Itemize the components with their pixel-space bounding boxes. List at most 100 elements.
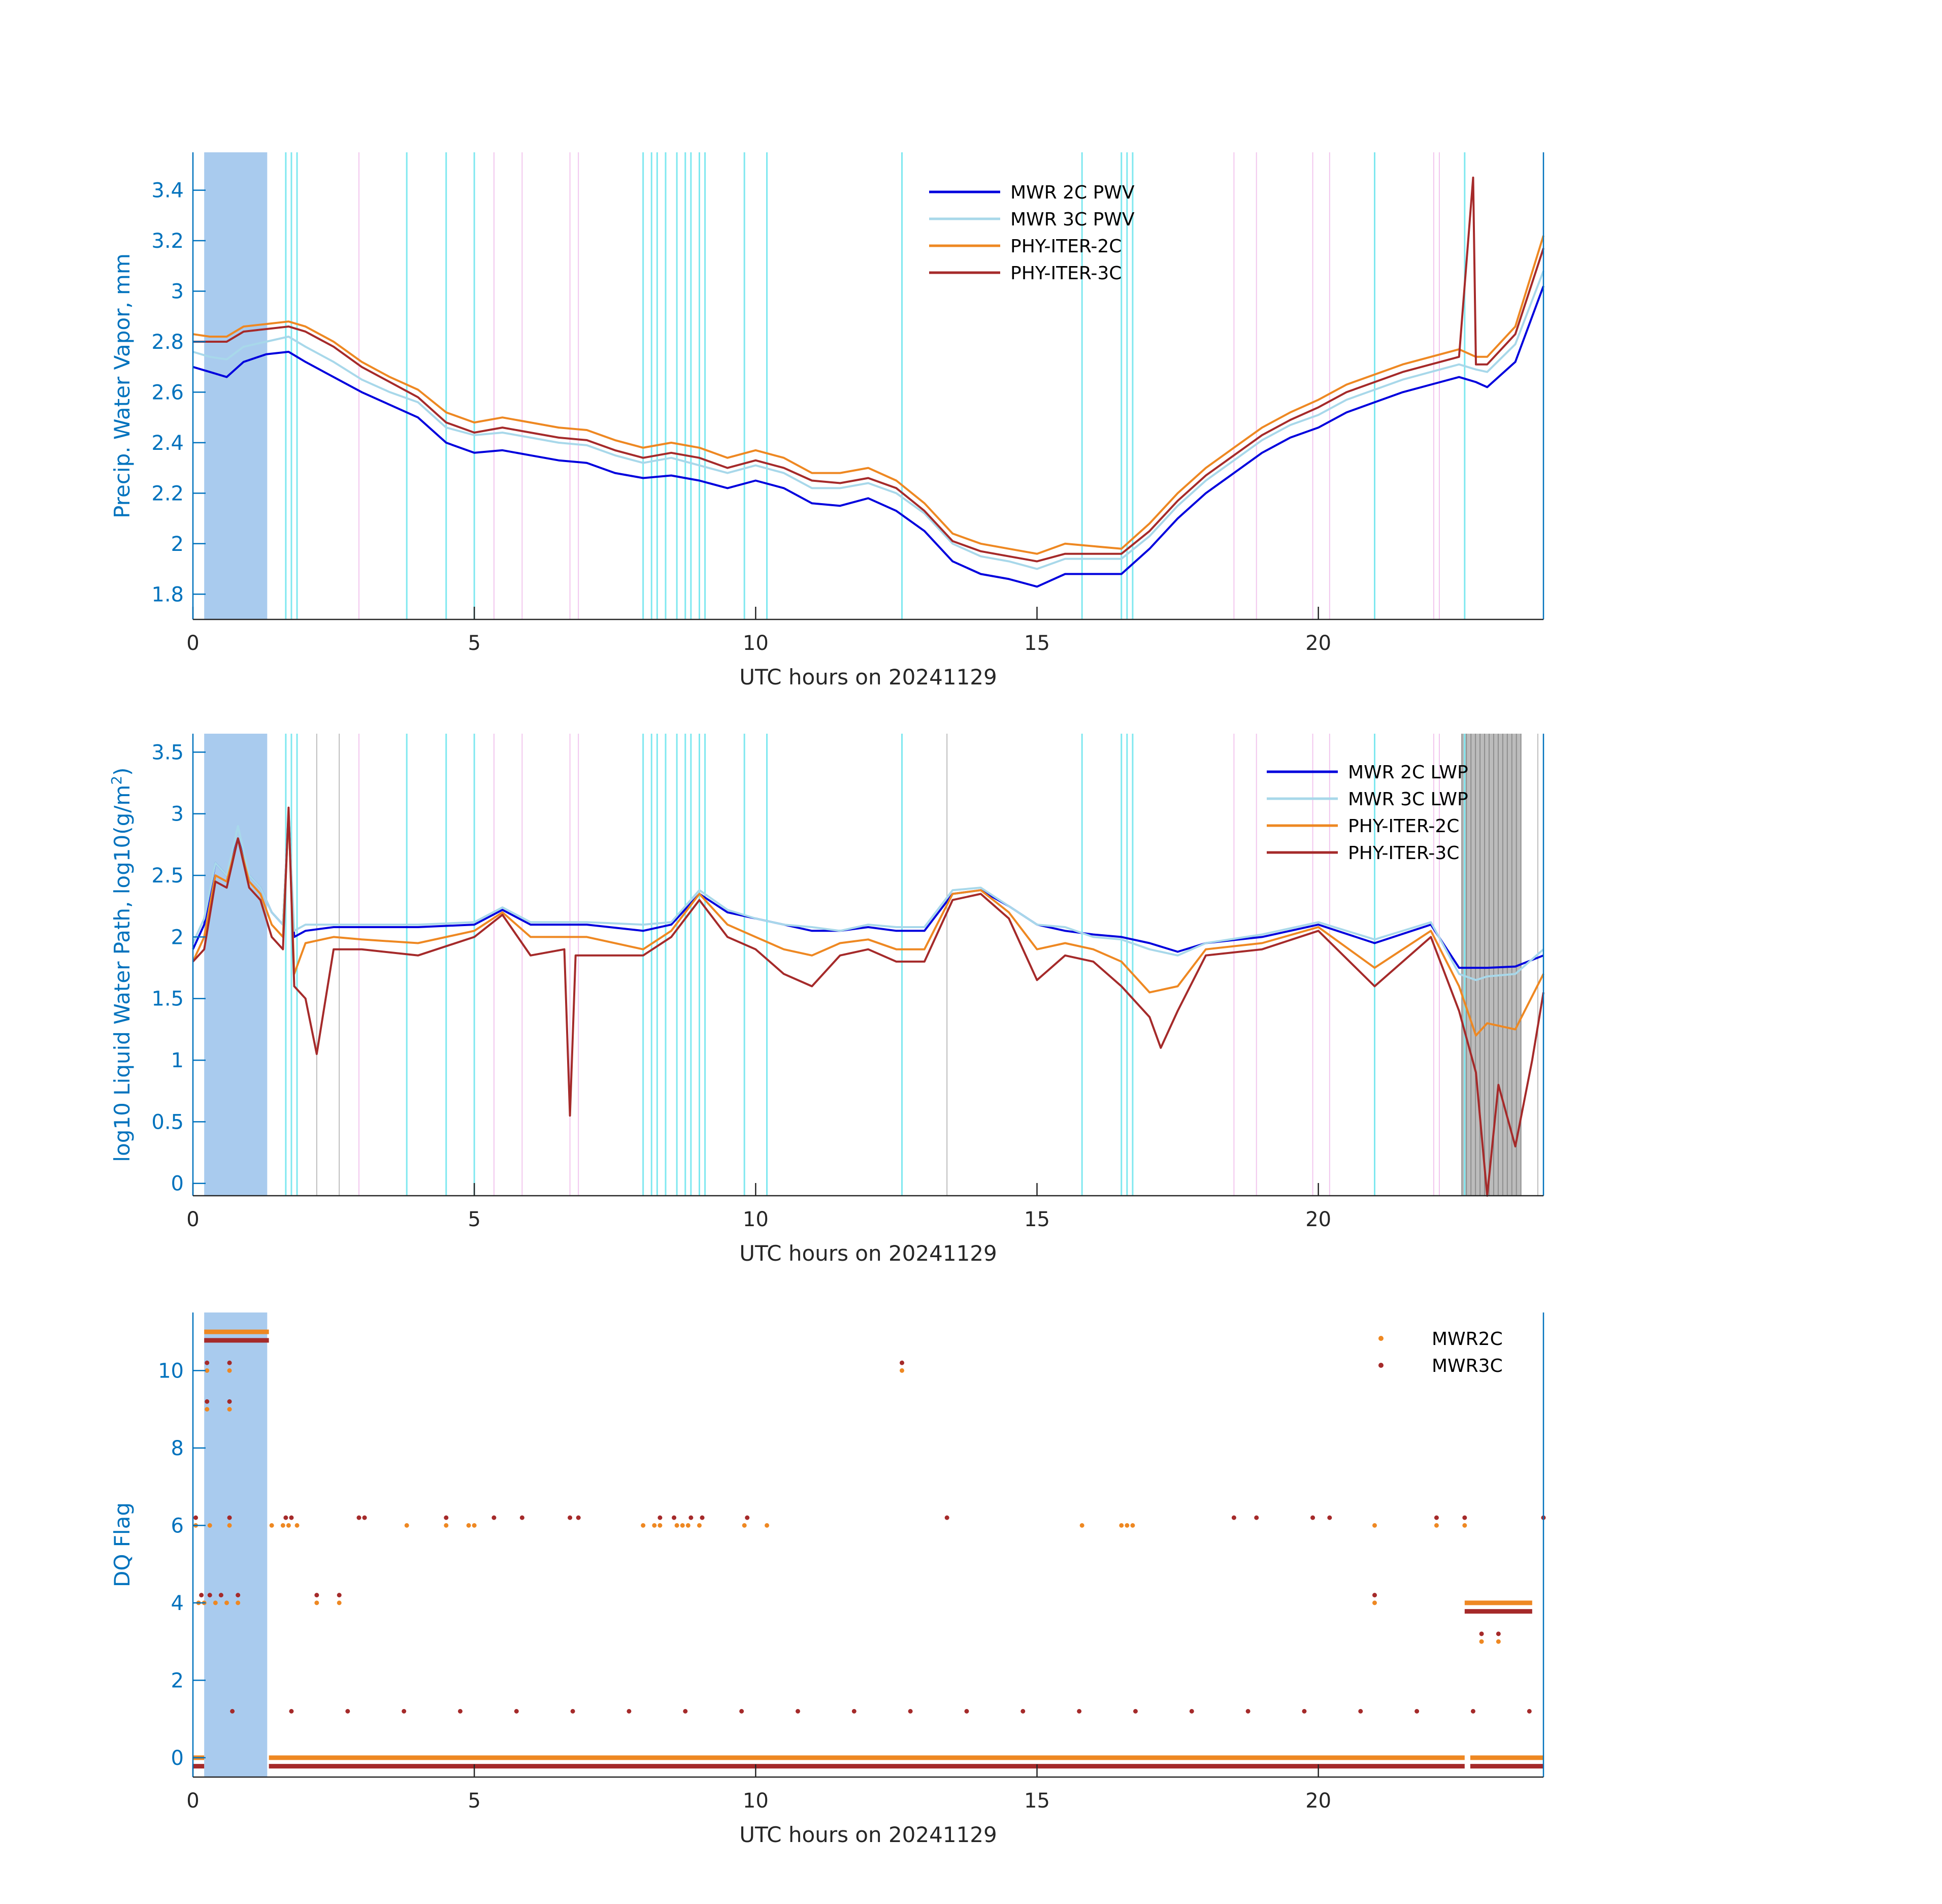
series-point-mwr2c	[466, 1523, 471, 1528]
series-point-mwr2c	[685, 1523, 690, 1528]
series-point-mwr3c	[289, 1515, 294, 1520]
series-point-mwr2c	[337, 1600, 342, 1605]
series-point-mwr2c	[1125, 1523, 1130, 1528]
series-point-mwr3c	[1133, 1709, 1138, 1714]
pwv-x-axis-title: UTC hours on 20241129	[739, 665, 997, 690]
series-point-mwr3c	[356, 1515, 361, 1520]
series-point-mwr2c	[1479, 1639, 1484, 1644]
x-tick-label: 5	[468, 632, 480, 655]
x-tick-label: 10	[743, 1789, 769, 1813]
y-tick-label: 2.8	[151, 331, 184, 354]
y-tick-label: 0	[171, 1747, 184, 1770]
series-point-mwr3c	[402, 1709, 407, 1714]
series-point-mwr2c	[742, 1523, 747, 1528]
series-line-phy-iter-3c	[193, 176, 1544, 563]
legend-label-phy-iter-3c-pwv: PHY-ITER-3C	[1010, 263, 1122, 284]
series-point-mwr2c	[1462, 1523, 1467, 1528]
y-tick-label: 2	[171, 533, 184, 556]
series-point-mwr3c	[236, 1593, 241, 1598]
legend-item-phy-iter-2c-pwv: PHY-ITER-2C	[929, 236, 1122, 257]
dq-shading	[204, 1312, 268, 1777]
series-point-mwr3c	[1496, 1631, 1501, 1636]
legend-label-mwr3c: MWR3C	[1432, 1356, 1503, 1376]
lwp-series	[192, 806, 1544, 1197]
series-point-mwr2c	[286, 1523, 291, 1528]
series-point-mwr2c	[213, 1600, 218, 1605]
series-point-mwr3c	[1310, 1515, 1315, 1520]
lwp-y-axis-title-main: log10 Liquid Water Path, log10(g/m	[110, 785, 135, 1162]
dq-flag-panel: 0 5 10 15 20 0 2 4 6 8 10 UTC hours on 20241129 D…	[110, 1312, 1546, 1847]
y-tick-label: 2.6	[151, 381, 184, 404]
legend-label-mwr-3c-lwp: MWR 3C LWP	[1348, 789, 1468, 810]
series-point-mwr3c	[1231, 1515, 1236, 1520]
series-point-mwr2c	[294, 1523, 300, 1528]
series-point-mwr2c	[657, 1523, 663, 1528]
series-point-mwr3c	[283, 1515, 288, 1520]
series-line-mwr-3c-pwv	[192, 270, 1544, 570]
series-point-mwr2c	[205, 1407, 210, 1412]
y-tick-label: 1	[171, 1049, 184, 1072]
series-point-mwr2c	[697, 1523, 702, 1528]
x-tick-label: 20	[1305, 1789, 1331, 1813]
pwv-series	[192, 176, 1544, 588]
series-point-mwr2c	[1434, 1523, 1439, 1528]
series-point-mwr3c	[362, 1515, 367, 1520]
y-tick-label: 0	[171, 1172, 184, 1196]
series-point-mwr3c	[1414, 1709, 1420, 1714]
pwv-shading	[204, 152, 1466, 619]
legend-marker-mwr3c	[1378, 1363, 1384, 1368]
series-point-mwr3c	[193, 1515, 199, 1520]
series-point-mwr3c	[900, 1360, 904, 1365]
pwv-x-ticks: 0 5 10 15 20	[186, 607, 1331, 655]
series-line-phy-iter-3c	[192, 806, 1544, 1197]
y-tick-label: 3	[171, 280, 184, 304]
series-point-mwr3c	[745, 1515, 750, 1520]
series-point-mwr3c	[739, 1709, 744, 1714]
series-point-mwr3c	[568, 1515, 573, 1520]
series-point-mwr2c	[900, 1368, 904, 1373]
legend-label-mwr2c: MWR2C	[1432, 1329, 1503, 1350]
series-point-mwr3c	[1479, 1631, 1484, 1636]
series-point-mwr3c	[491, 1515, 497, 1520]
legend-item-mwr-2c-pwv: MWR 2C PWV	[929, 182, 1135, 203]
series-point-mwr3c	[1462, 1515, 1467, 1520]
series-point-mwr2c	[224, 1600, 229, 1605]
dq-legend: MWR2C MWR3C	[1378, 1329, 1503, 1376]
series-point-mwr3c	[1358, 1709, 1363, 1714]
series-point-mwr2c	[404, 1523, 409, 1528]
series-point-mwr3c	[514, 1709, 519, 1714]
legend-item-phy-iter-2c-lwp: PHY-ITER-2C	[1267, 816, 1459, 837]
x-tick-label: 5	[468, 1789, 480, 1813]
series-point-mwr2c	[227, 1523, 232, 1528]
series-point-mwr2c	[680, 1523, 685, 1528]
series-point-mwr2c	[314, 1600, 319, 1605]
dq-x-ticks: 0 5 10 15 20	[186, 1764, 1331, 1813]
x-tick-label: 10	[743, 632, 769, 655]
series-point-mwr3c	[1470, 1709, 1475, 1714]
lwp-x-axis-title: UTC hours on 20241129	[739, 1241, 997, 1266]
series-point-mwr3c	[1527, 1709, 1532, 1714]
series-point-mwr3c	[1254, 1515, 1259, 1520]
series-point-mwr3c	[1434, 1515, 1439, 1520]
y-tick-label: 6	[171, 1514, 184, 1537]
lwp-y-ticks: 0 0.5 1 1.5 2 2.5 3 3.5	[151, 741, 206, 1196]
series-point-mwr2c	[236, 1600, 241, 1605]
series-point-mwr3c	[683, 1709, 688, 1714]
series-point-mwr3c	[688, 1515, 694, 1520]
legend-label-mwr-3c-pwv: MWR 3C PWV	[1010, 209, 1135, 230]
series-point-mwr3c	[672, 1515, 677, 1520]
series-point-mwr3c	[1021, 1709, 1026, 1714]
y-tick-label: 1.5	[151, 988, 184, 1011]
series-point-mwr2c	[444, 1523, 449, 1528]
series-point-mwr3c	[207, 1593, 212, 1598]
legend-item-mwr-3c-lwp: MWR 3C LWP	[1267, 789, 1468, 810]
lwp-panel: 0 5 10 15 20 0 0.5 1 1.5 2 2.5 3 3.5 UTC hours on 2…	[108, 734, 1544, 1266]
y-tick-label: 2.4	[151, 432, 184, 455]
legend-marker-mwr2c	[1378, 1336, 1384, 1341]
dq-y-ticks: 0 2 4 6 8 10	[158, 1359, 206, 1770]
legend-item-mwr3c: MWR3C	[1378, 1356, 1503, 1376]
series-point-mwr3c	[227, 1399, 232, 1404]
dq-x-axis-title: UTC hours on 20241129	[739, 1822, 997, 1847]
x-tick-label: 0	[186, 1789, 199, 1813]
y-tick-label: 3	[171, 803, 184, 826]
